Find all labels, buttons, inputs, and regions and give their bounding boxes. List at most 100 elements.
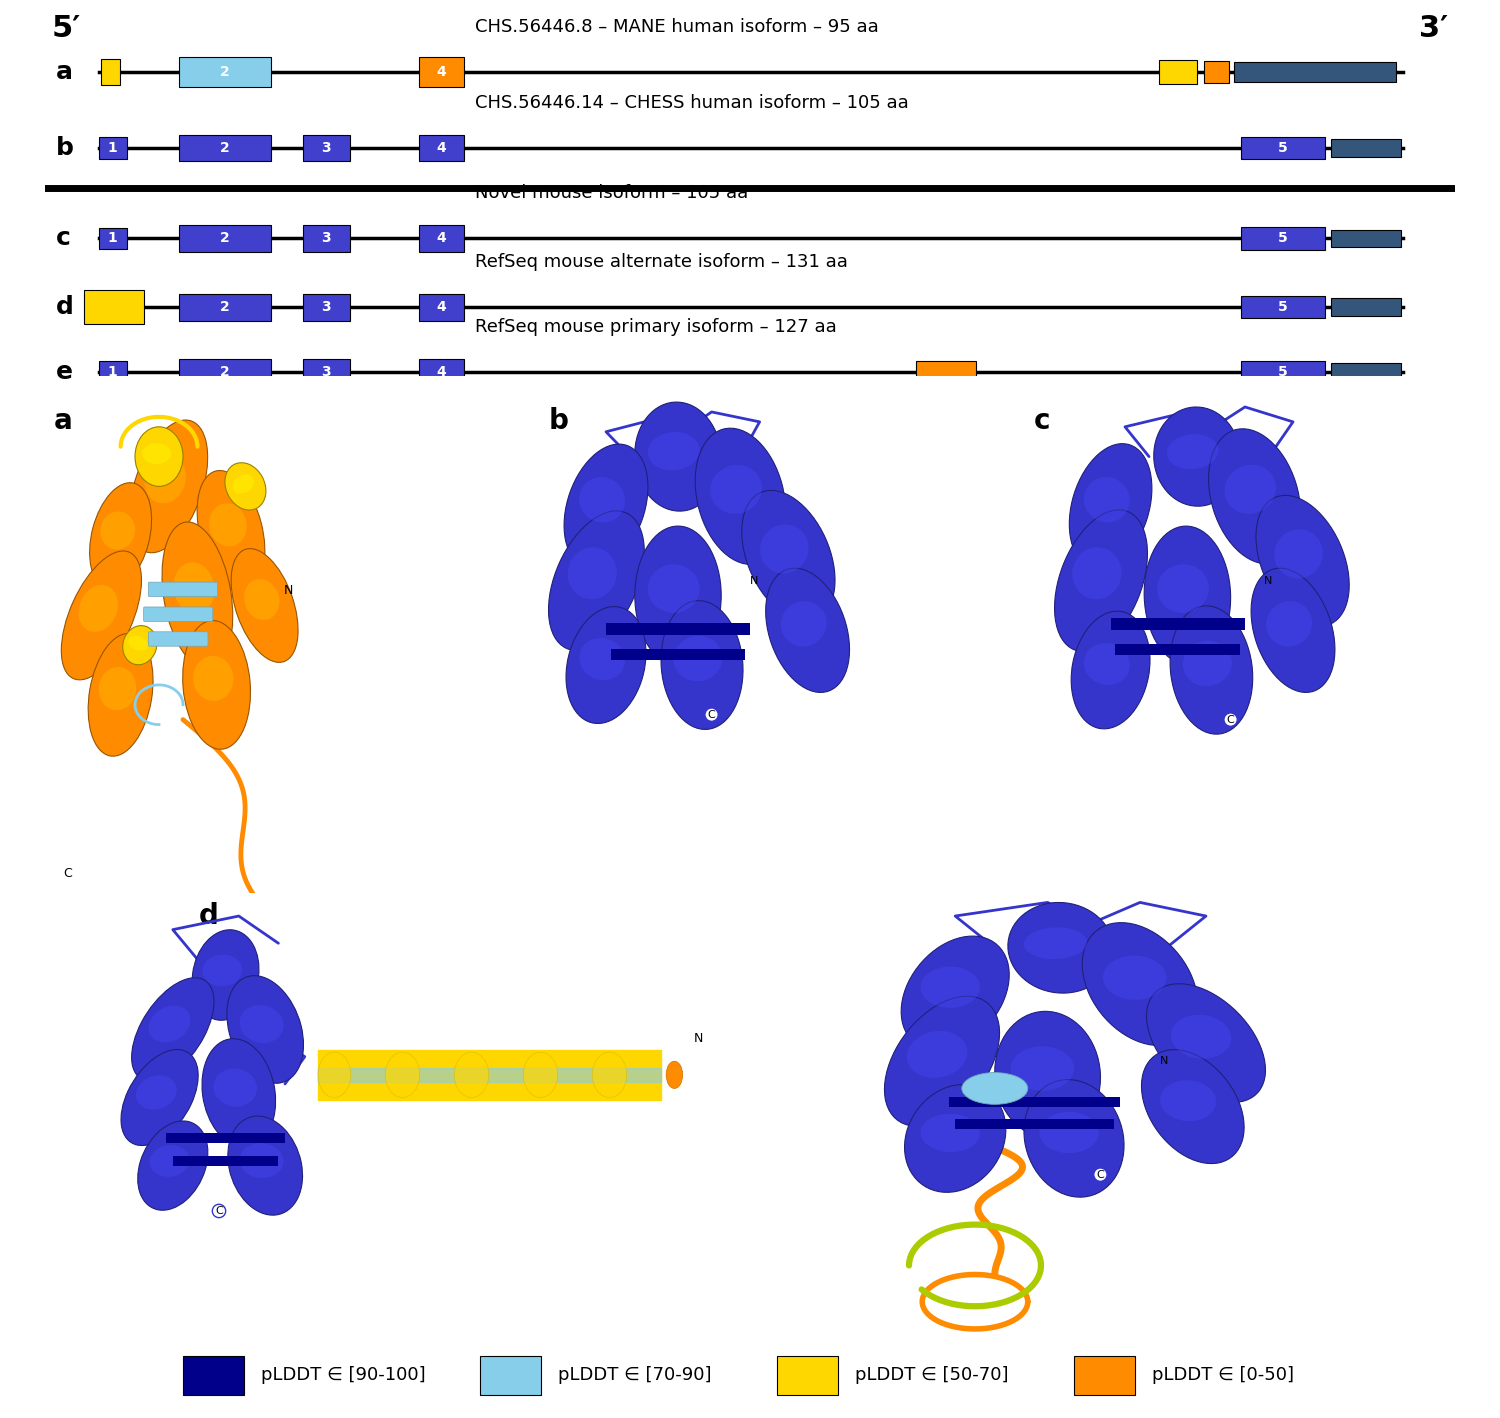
Ellipse shape: [99, 666, 136, 710]
Text: 2: 2: [220, 231, 230, 245]
Text: 5′: 5′: [53, 14, 81, 43]
Text: a: a: [57, 60, 74, 84]
Ellipse shape: [240, 1005, 284, 1044]
Ellipse shape: [760, 525, 808, 573]
Ellipse shape: [592, 1052, 627, 1098]
Bar: [948, 1096, 1120, 1106]
Bar: [777, 1356, 837, 1395]
Text: pLDDT ∈ [50-70]: pLDDT ∈ [50-70]: [855, 1367, 1010, 1384]
Ellipse shape: [88, 634, 153, 756]
Ellipse shape: [1071, 611, 1150, 729]
Text: 2: 2: [220, 140, 230, 155]
Ellipse shape: [123, 625, 158, 665]
Text: b: b: [57, 136, 74, 160]
Ellipse shape: [1024, 1079, 1124, 1197]
Ellipse shape: [1054, 510, 1148, 651]
Ellipse shape: [202, 954, 242, 987]
Text: 3: 3: [321, 231, 332, 245]
Ellipse shape: [138, 1122, 208, 1210]
Bar: [1160, 60, 1197, 84]
Ellipse shape: [129, 420, 207, 553]
Bar: [1330, 363, 1401, 381]
Ellipse shape: [1070, 444, 1152, 569]
Ellipse shape: [579, 638, 626, 681]
FancyBboxPatch shape: [144, 607, 213, 621]
Bar: [102, 60, 120, 85]
Ellipse shape: [1102, 956, 1167, 1000]
Bar: [606, 623, 750, 635]
Ellipse shape: [648, 432, 699, 471]
Text: C: C: [708, 709, 716, 720]
Ellipse shape: [1160, 1081, 1216, 1122]
Ellipse shape: [1154, 407, 1240, 506]
Ellipse shape: [136, 1075, 177, 1110]
Ellipse shape: [524, 1052, 558, 1098]
Ellipse shape: [906, 1031, 968, 1078]
Text: pLDDT ∈ [0-50]: pLDDT ∈ [0-50]: [1152, 1367, 1294, 1384]
Ellipse shape: [150, 1146, 189, 1177]
Text: 5: 5: [1278, 140, 1288, 155]
Bar: [1240, 296, 1326, 319]
Bar: [303, 359, 350, 386]
Bar: [419, 225, 464, 252]
Text: 3′: 3′: [1419, 14, 1448, 43]
FancyBboxPatch shape: [148, 583, 217, 597]
Text: N: N: [694, 1032, 703, 1045]
Text: d: d: [200, 902, 219, 930]
Bar: [1240, 360, 1326, 383]
Ellipse shape: [1266, 601, 1312, 647]
Ellipse shape: [1142, 1049, 1244, 1164]
Text: CHS.56446.14 – CHESS human isoform – 105 aa: CHS.56446.14 – CHESS human isoform – 105…: [476, 94, 909, 112]
Ellipse shape: [1144, 526, 1230, 665]
Bar: [172, 1156, 279, 1166]
Ellipse shape: [902, 936, 1010, 1051]
Ellipse shape: [1011, 1046, 1074, 1090]
Ellipse shape: [244, 579, 279, 620]
Text: 3: 3: [321, 366, 332, 379]
Text: C: C: [214, 1205, 223, 1217]
Ellipse shape: [1172, 1015, 1232, 1059]
Ellipse shape: [1024, 927, 1088, 959]
Bar: [303, 225, 350, 252]
Ellipse shape: [567, 547, 616, 600]
Text: 3: 3: [321, 301, 332, 313]
Ellipse shape: [765, 569, 849, 692]
Ellipse shape: [666, 1061, 682, 1089]
Text: N: N: [1264, 576, 1272, 586]
Ellipse shape: [1072, 547, 1122, 600]
Bar: [99, 227, 128, 250]
Ellipse shape: [90, 482, 152, 590]
Text: a: a: [54, 407, 72, 435]
Ellipse shape: [132, 978, 214, 1081]
Text: 4: 4: [436, 140, 445, 155]
Ellipse shape: [885, 997, 999, 1126]
Ellipse shape: [694, 428, 786, 564]
Ellipse shape: [566, 607, 646, 723]
Text: c: c: [1034, 407, 1050, 435]
Bar: [178, 359, 270, 386]
Text: C: C: [1096, 1170, 1104, 1180]
Text: 5: 5: [1278, 231, 1288, 245]
Bar: [610, 649, 746, 661]
Ellipse shape: [386, 1052, 420, 1098]
Ellipse shape: [192, 930, 260, 1021]
FancyBboxPatch shape: [148, 632, 208, 647]
Bar: [1116, 644, 1240, 655]
Text: CHS.56446.8 – MANE human isoform – 95 aa: CHS.56446.8 – MANE human isoform – 95 aa: [476, 18, 879, 35]
Text: e: e: [1060, 902, 1080, 930]
Ellipse shape: [662, 601, 742, 729]
Ellipse shape: [62, 552, 141, 679]
Ellipse shape: [129, 635, 149, 651]
Bar: [178, 225, 270, 252]
Text: 5: 5: [1278, 366, 1288, 379]
Bar: [178, 294, 270, 320]
Ellipse shape: [231, 549, 298, 662]
Bar: [1074, 1356, 1134, 1395]
Text: C: C: [1227, 715, 1234, 725]
Ellipse shape: [549, 510, 645, 651]
Bar: [1240, 227, 1326, 250]
Bar: [419, 294, 464, 320]
Ellipse shape: [226, 976, 303, 1083]
Text: N: N: [284, 584, 292, 597]
Bar: [1110, 618, 1245, 630]
